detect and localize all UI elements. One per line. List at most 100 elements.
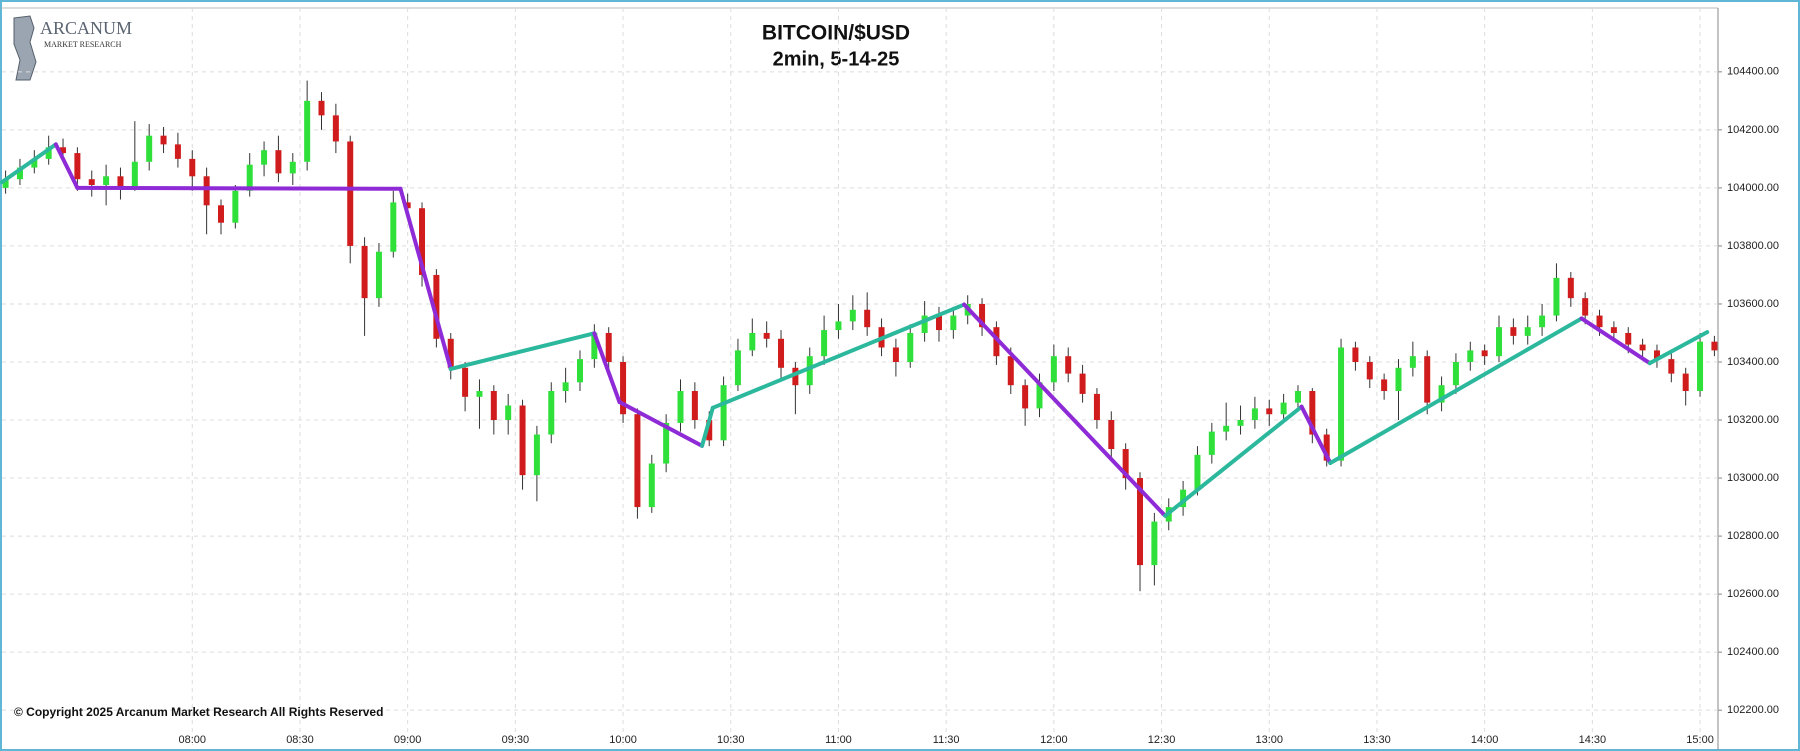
x-tick-label: 12:00	[1040, 734, 1068, 746]
chart-subtitle: 2min, 5-14-25	[773, 48, 900, 70]
candle-body	[1180, 489, 1187, 508]
candle-body	[1194, 454, 1201, 490]
candle-body	[806, 356, 813, 386]
chart-title: BITCOIN/$USD	[762, 22, 910, 45]
candle-body	[419, 208, 426, 275]
candle-body	[821, 330, 828, 357]
candle-body	[1079, 373, 1086, 394]
zigzag-segment	[617, 400, 705, 448]
candle-body	[1093, 393, 1100, 421]
candle-body	[217, 205, 224, 223]
zigzag-segment	[75, 185, 403, 191]
x-tick-label: 12:30	[1148, 734, 1176, 746]
candle-body	[1438, 385, 1445, 403]
y-tick-label: 103800.00	[1727, 240, 1779, 252]
candle-body	[634, 414, 641, 508]
candle-body	[1208, 431, 1215, 455]
candle-body	[935, 315, 942, 331]
plot	[0, 80, 1718, 592]
y-tick-label: 102200.00	[1727, 704, 1779, 716]
candle-body	[1151, 521, 1158, 566]
candle-body	[1366, 361, 1373, 380]
zigzag-segment	[1163, 404, 1304, 518]
zigzag-segment	[398, 186, 453, 371]
candle-body	[605, 332, 612, 362]
candle-body	[275, 150, 282, 174]
candle-body	[189, 158, 196, 177]
candle-body	[476, 391, 483, 397]
candle-body	[1237, 420, 1244, 426]
y-tick-label: 104200.00	[1727, 124, 1779, 136]
y-tick-label: 104400.00	[1727, 66, 1779, 78]
x-tick-label: 15:00	[1686, 734, 1714, 746]
candle-body	[1452, 361, 1459, 386]
y-tick-label: 102400.00	[1727, 646, 1779, 658]
candle-body	[1496, 327, 1503, 357]
y-tick-label: 103000.00	[1727, 472, 1779, 484]
candle-body	[1065, 356, 1072, 374]
zigzag-segment	[1579, 316, 1652, 366]
candle-body	[1251, 408, 1258, 421]
candle-body	[749, 332, 756, 351]
candle-body	[533, 434, 540, 476]
candle-body	[907, 332, 914, 362]
candle-body	[174, 144, 181, 159]
candle-body	[677, 391, 684, 423]
candle-body	[1639, 344, 1646, 351]
logo-name: ARCANUM	[40, 18, 132, 38]
x-tick-label: 13:30	[1363, 734, 1391, 746]
candle-body	[734, 350, 741, 386]
candle-body	[60, 147, 67, 154]
x-tick-label: 13:00	[1255, 734, 1283, 746]
zigzag-segment	[700, 405, 715, 448]
zigzag-segment	[1299, 404, 1333, 465]
y-tick-label: 103400.00	[1727, 356, 1779, 368]
candle-body	[763, 332, 770, 339]
candle-body	[519, 405, 526, 476]
candle-body	[1280, 402, 1287, 415]
candle-body	[1596, 315, 1603, 328]
candle-body	[462, 367, 469, 397]
logo: ARCANUM MARKET RESEARCH	[13, 15, 132, 81]
candle-body	[1610, 327, 1617, 333]
y-tick-label: 104000.00	[1727, 182, 1779, 194]
candle-body	[979, 303, 986, 328]
zigzag-segment	[0, 142, 58, 185]
candle-body	[347, 141, 354, 246]
candle-body	[720, 385, 727, 441]
zigzag-segment	[448, 331, 597, 371]
candle-body	[892, 347, 899, 362]
candle-body	[706, 420, 713, 441]
candle-body	[1323, 434, 1330, 461]
candle-body	[562, 382, 569, 392]
candle-body	[1395, 367, 1402, 392]
candle-body	[1309, 391, 1316, 435]
candle-body	[1467, 350, 1474, 362]
candle-body	[620, 361, 627, 415]
candle-body	[88, 179, 95, 185]
candle-body	[1050, 356, 1057, 383]
candle-body	[1711, 341, 1718, 351]
candle-body	[375, 251, 382, 299]
candle-body	[691, 391, 698, 421]
zigzag-segment	[1647, 330, 1710, 366]
candle-body	[1007, 356, 1014, 386]
x-tick-label: 08:00	[179, 734, 207, 746]
candle-body	[433, 274, 440, 339]
zigzag-segment	[592, 331, 622, 405]
candle-body	[548, 391, 555, 435]
candle-body	[1294, 391, 1301, 403]
candle-body	[1108, 420, 1115, 450]
candle-body	[1668, 359, 1675, 374]
candle-body	[921, 315, 928, 333]
candle-body	[332, 115, 339, 142]
candle-body	[390, 202, 397, 252]
candle-body	[505, 405, 512, 421]
candle-body	[447, 338, 454, 368]
candle-body	[103, 176, 110, 185]
candle-body	[1553, 277, 1560, 316]
logo-icon	[13, 15, 37, 81]
candle-body	[1524, 327, 1531, 336]
